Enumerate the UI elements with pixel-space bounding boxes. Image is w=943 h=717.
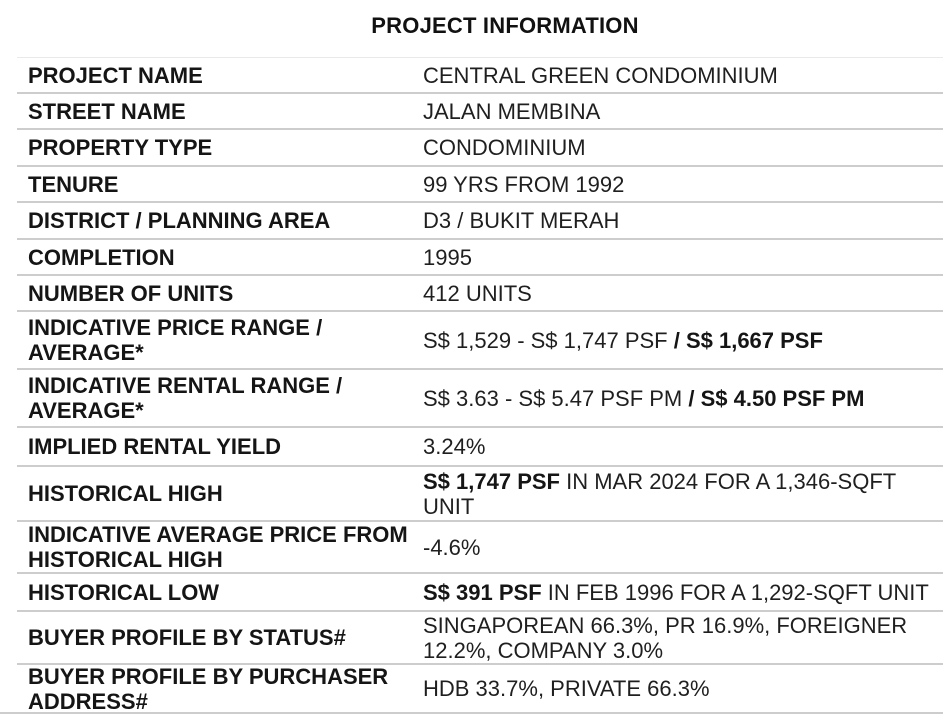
value-segment: HDB 33.7%, PRIVATE 66.3% (423, 676, 710, 701)
row-label: BUYER PROFILE BY PURCHASER ADDRESS# (28, 665, 389, 712)
row-value: SINGAPOREAN 66.3%, PR 16.9%, FOREIGNER 1… (423, 613, 943, 663)
row-value: CENTRAL GREEN CONDOMINIUM (423, 63, 943, 88)
value-bold-segment: S$ 1,747 PSF (423, 468, 560, 494)
table-row: INDICATIVE AVERAGE PRICE FROM HISTORICAL… (17, 522, 943, 574)
table-row: COMPLETION 1995 (17, 240, 943, 276)
value-segment: 412 UNITS (423, 280, 532, 306)
value-segment: IN MAR 2024 FOR A 1,346-SQFT UNIT (423, 468, 896, 519)
row-label: NUMBER OF UNITS (28, 280, 234, 306)
value-segment: 1995 (423, 244, 472, 270)
table-row: HISTORICAL HIGH S$ 1,747 PSF IN MAR 2024 … (17, 467, 943, 522)
table-row: PROJECT NAME CENTRAL GREEN CONDOMINIUM (17, 57, 943, 94)
row-value: HDB 33.7%, PRIVATE 66.3% (423, 676, 943, 701)
row-value: S$ 1,529 - S$ 1,747 PSF / S$ 1,667 PSF (423, 328, 943, 353)
row-label: BUYER PROFILE BY STATUS# (28, 625, 346, 650)
row-value: S$ 1,747 PSF IN MAR 2024 FOR A 1,346-SQF… (423, 469, 943, 519)
value-segment: IN FEB 1996 FOR A 1,292-SQFT UNIT (541, 579, 929, 605)
row-label: HISTORICAL LOW (28, 579, 220, 605)
value-segment: CONDOMINIUM (423, 135, 586, 160)
page-title: PROJECT INFORMATION (371, 13, 639, 38)
value-bold-segment: S$ 391 PSF (423, 579, 542, 605)
value-segment: -4.6% (423, 534, 481, 560)
row-value: -4.6% (423, 535, 943, 560)
table-row: STREET NAME JALAN MEMBINA (17, 94, 943, 130)
table-row: TENURE 99 YRS FROM 1992 (17, 167, 943, 203)
value-bold-segment: / S$ 1,667 PSF (673, 327, 823, 353)
table-row: HISTORICAL LOW S$ 391 PSF IN FEB 1996 FOR… (17, 574, 943, 612)
row-label: DISTRICT / PLANNING AREA (28, 208, 331, 233)
value-segment: D3 / BUKIT MERAH (423, 208, 620, 233)
row-label: PROJECT NAME (28, 62, 203, 88)
value-segment: SINGAPOREAN 66.3%, PR 16.9%, FOREIGNER 1… (423, 612, 908, 663)
table-row: PROPERTY TYPE CONDOMINIUM (17, 130, 943, 167)
value-segment: S$ 3.63 - S$ 5.47 PSF PM (423, 385, 689, 411)
table-row: BUYER PROFILE BY STATUS# SINGAPOREAN 66.3… (17, 612, 943, 665)
table-row: INDICATIVE PRICE RANGE / AVERAGE* S$ 1,52… (17, 312, 943, 370)
row-value: 1995 (423, 245, 943, 270)
row-label: INDICATIVE PRICE RANGE / AVERAGE* (28, 315, 323, 365)
row-value: 412 UNITS (423, 281, 943, 306)
page-header: PROJECT INFORMATION (0, 0, 943, 57)
row-value: 3.24% (423, 434, 943, 459)
row-label: PROPERTY TYPE (28, 135, 213, 160)
row-label: COMPLETION (28, 244, 175, 270)
table-row: INDICATIVE RENTAL RANGE / AVERAGE* S$ 3.6… (17, 370, 943, 428)
value-segment: JALAN MEMBINA (423, 98, 601, 124)
table-row: IMPLIED RENTAL YIELD 3.24% (17, 428, 943, 467)
value-bold-segment: / S$ 4.50 PSF PM (688, 385, 865, 411)
project-table: PROJECT NAME CENTRAL GREEN CONDOMINIUM STR… (17, 57, 943, 712)
table-row: NUMBER OF UNITS 412 UNITS (17, 276, 943, 312)
row-value: CONDOMINIUM (423, 135, 943, 160)
row-label: HISTORICAL HIGH (28, 481, 223, 506)
row-label: STREET NAME (28, 98, 186, 124)
table-row: BUYER PROFILE BY PURCHASER ADDRESS# HDB 3… (17, 665, 943, 712)
table-bottom-divider (0, 712, 943, 714)
row-value: D3 / BUKIT MERAH (423, 208, 943, 233)
row-label: TENURE (28, 171, 119, 197)
row-value: S$ 391 PSF IN FEB 1996 FOR A 1,292-SQFT … (423, 580, 943, 605)
row-label: INDICATIVE AVERAGE PRICE FROM HISTORICAL… (28, 522, 408, 572)
table-row: DISTRICT / PLANNING AREA D3 / BUKIT MERAH (17, 203, 943, 240)
row-value: 99 YRS FROM 1992 (423, 172, 943, 197)
row-value: S$ 3.63 - S$ 5.47 PSF PM / S$ 4.50 PSF P… (423, 386, 943, 411)
row-label: IMPLIED RENTAL YIELD (28, 434, 282, 459)
row-value: JALAN MEMBINA (423, 99, 943, 124)
row-label: INDICATIVE RENTAL RANGE / AVERAGE* (28, 373, 343, 423)
value-segment: CENTRAL GREEN CONDOMINIUM (423, 62, 778, 88)
value-segment: 99 YRS FROM 1992 (423, 171, 625, 197)
value-segment: 3.24% (423, 434, 486, 459)
value-segment: S$ 1,529 - S$ 1,747 PSF (423, 327, 674, 353)
